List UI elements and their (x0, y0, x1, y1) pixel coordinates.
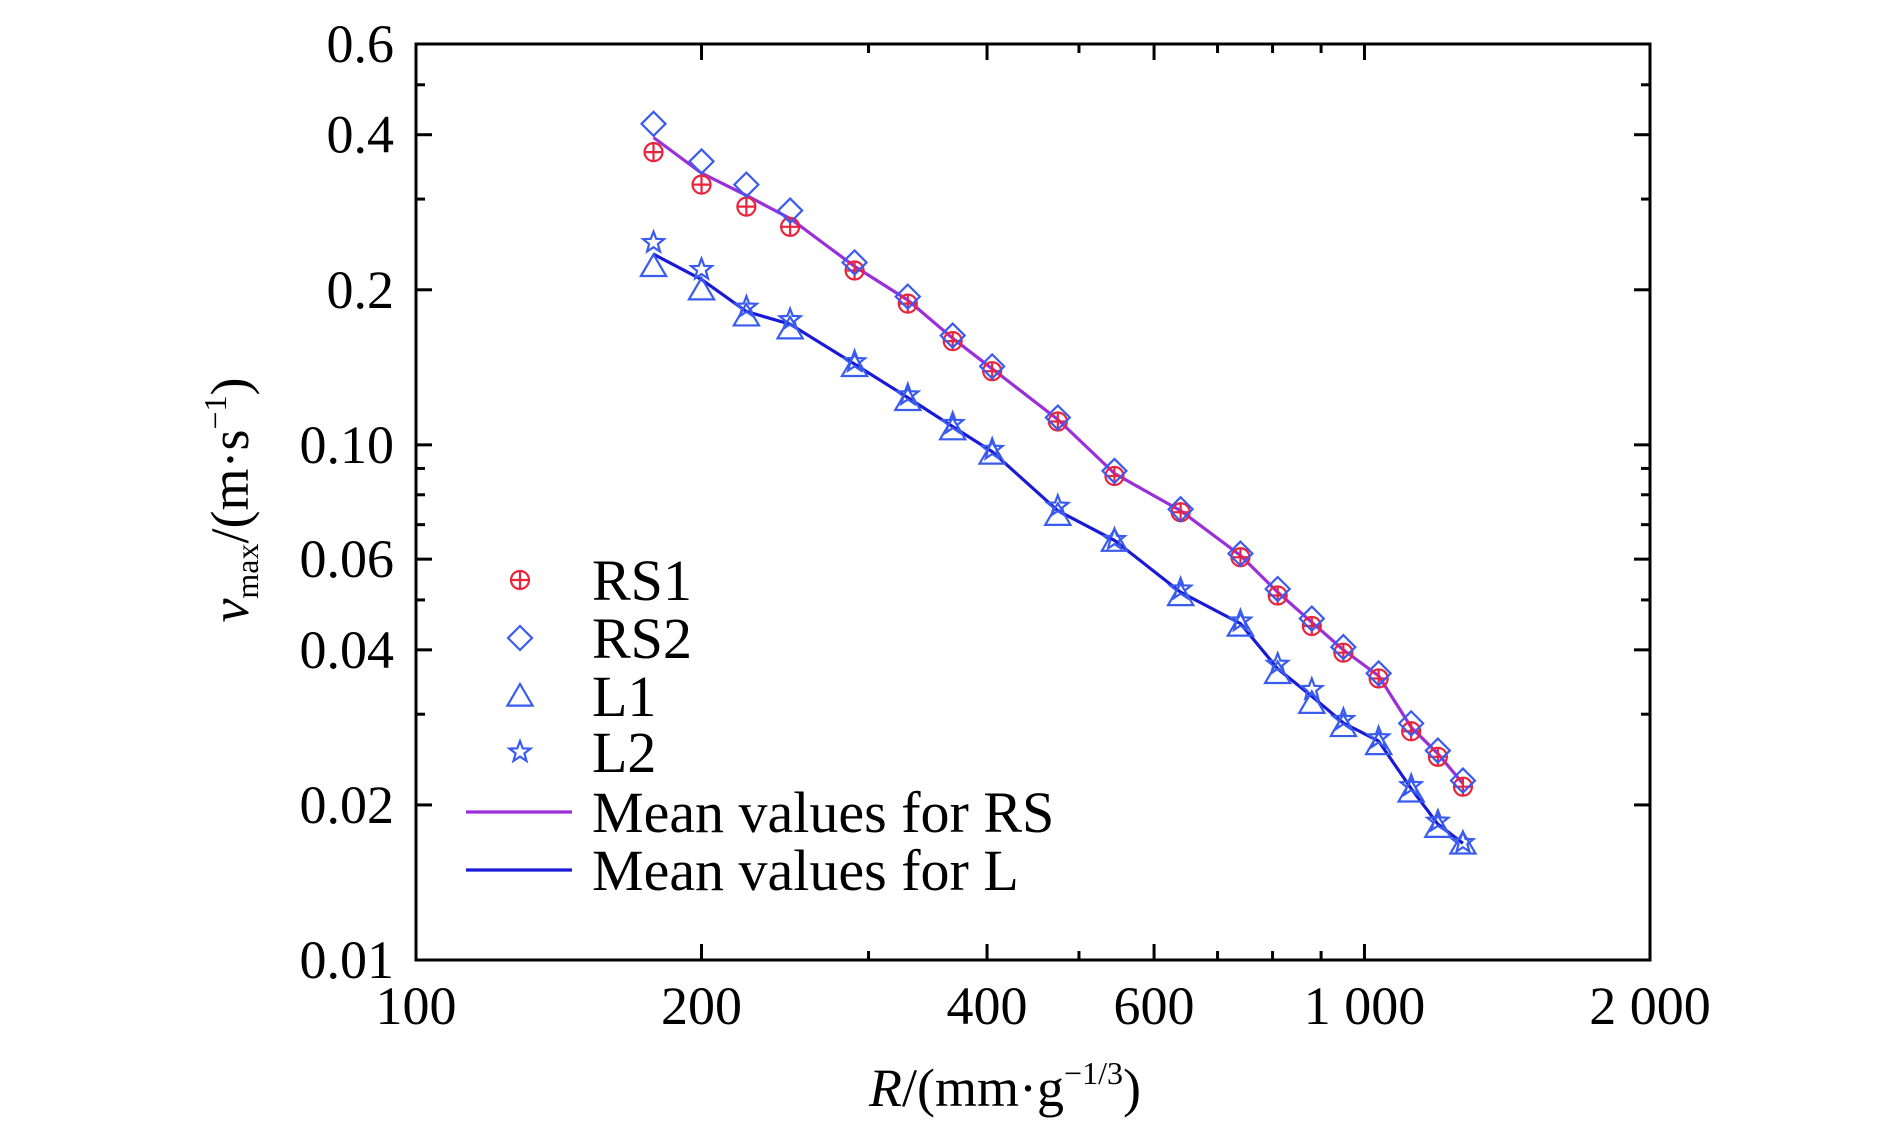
data-point-circle-plus (1047, 411, 1068, 432)
data-point-star (640, 228, 667, 255)
data-point-star (1044, 492, 1072, 518)
data-point-diamond (687, 147, 716, 175)
x-tick-label: 400 (947, 976, 1028, 1036)
data-point-star (1167, 574, 1195, 601)
data-point-diamond (639, 110, 668, 138)
data-point-diamond (776, 196, 804, 225)
data-point-star (688, 255, 716, 281)
data-point-diamond (1100, 457, 1129, 485)
data-point-triangle (1225, 611, 1255, 637)
data-point-triangle (639, 252, 669, 278)
data-point-diamond (1264, 575, 1292, 603)
y-tick-label: 0.10 (300, 415, 395, 475)
data-point-star (1100, 525, 1128, 551)
data-point-star (1298, 675, 1326, 701)
data-point-diamond (1226, 540, 1255, 568)
data-point-star (894, 380, 922, 407)
data-point-star (841, 347, 868, 374)
data-point-star (1424, 807, 1452, 833)
data-point-circle-plus (780, 216, 801, 237)
plot-frame (414, 42, 1652, 962)
x-tick-label: 2 000 (1589, 976, 1711, 1036)
data-point-triangle (687, 275, 717, 301)
legend-marker-circle-plus (509, 569, 531, 591)
data-point-circle-plus (736, 196, 757, 217)
y-tick-label: 0.2 (327, 260, 395, 320)
axes: 100 200 400 600 1 000 2 000 0.01 0.02 0.04 0.06 0.… (197, 14, 1711, 1118)
x-tick-label: 1 000 (1304, 976, 1426, 1036)
data-point-star (732, 293, 760, 319)
data-point-circle-plus (691, 174, 712, 195)
data-point-star (939, 409, 967, 435)
data-point-star (1227, 606, 1254, 633)
y-tick-label: 0.06 (300, 529, 395, 589)
x-tick-label: 100 (376, 976, 457, 1036)
legend-label: Mean values for L (592, 838, 1019, 903)
y-tick-label: 0.6 (327, 14, 395, 74)
data-point-diamond (732, 171, 760, 199)
data-point-diamond (1044, 403, 1072, 432)
x-tick-label: 600 (1114, 976, 1195, 1036)
data-point-circle-plus (1170, 502, 1191, 523)
data-point-diamond (1424, 737, 1452, 765)
plot-area (639, 110, 1478, 855)
legend-label: L2 (592, 720, 656, 785)
y-tick-label: 0.01 (300, 930, 395, 990)
data-point-diamond (894, 283, 922, 311)
data-point-diamond (1298, 605, 1326, 633)
data-point-circle-plus (643, 142, 664, 163)
y-tick-label: 0.04 (300, 620, 395, 680)
data-point-triangle (840, 352, 870, 378)
data-point-circle-plus (1230, 547, 1251, 568)
data-point-star (1264, 650, 1292, 676)
data-point-triangle (1263, 659, 1293, 685)
data-point-diamond (1365, 659, 1393, 687)
data-point-star (1397, 771, 1425, 798)
data-point-diamond (978, 352, 1006, 380)
legend-label: RS2 (592, 606, 692, 671)
data-point-triangle (977, 439, 1007, 465)
data-point-diamond (1167, 495, 1195, 523)
x-axis-title: R/(mm·g−1/3) (868, 1055, 1141, 1118)
data-point-circle-plus (844, 260, 865, 281)
data-point-diamond (1449, 767, 1477, 795)
y-axis-title: vmax/(m·s−1) (197, 377, 265, 622)
data-point-star (978, 435, 1006, 461)
legend-label: RS1 (592, 548, 692, 613)
legend-label: Mean values for RS (592, 780, 1054, 845)
legend-label: L1 (592, 664, 656, 729)
y-tick-label: 0.4 (327, 105, 395, 165)
data-point-diamond (841, 248, 869, 276)
data-point-circle-plus (1301, 615, 1322, 637)
data-point-diamond (1397, 709, 1425, 737)
data-point-star (1329, 705, 1357, 731)
y-tick-label: 0.02 (300, 775, 395, 835)
series-line (652, 252, 1464, 845)
x-tick-label: 200 (661, 976, 742, 1036)
data-point-triangle (1297, 689, 1327, 714)
data-point-star (1449, 828, 1477, 855)
legend-marker-star (506, 737, 534, 764)
legend-marker-triangle (505, 681, 535, 707)
data-point-diamond (939, 321, 967, 350)
legend-marker-diamond (506, 624, 534, 652)
data-point-star (1365, 723, 1393, 750)
data-point-circle-plus (1401, 721, 1422, 742)
series-line (652, 136, 1465, 785)
data-point-diamond (1329, 633, 1357, 661)
data-point-star (776, 305, 804, 332)
